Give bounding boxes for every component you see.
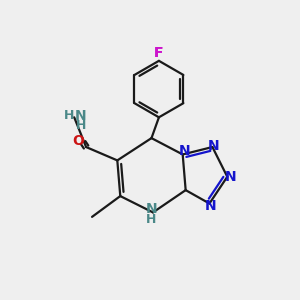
Text: F: F	[154, 46, 164, 59]
Text: N: N	[178, 145, 190, 158]
Text: N: N	[75, 109, 87, 123]
Text: H: H	[64, 109, 74, 122]
Text: H: H	[146, 213, 157, 226]
Text: F: F	[154, 46, 164, 59]
Text: O: O	[72, 134, 84, 148]
Text: N: N	[208, 139, 220, 152]
Text: N: N	[146, 202, 157, 216]
Text: N: N	[224, 170, 236, 184]
Text: H: H	[76, 119, 86, 132]
Text: N: N	[205, 199, 217, 213]
